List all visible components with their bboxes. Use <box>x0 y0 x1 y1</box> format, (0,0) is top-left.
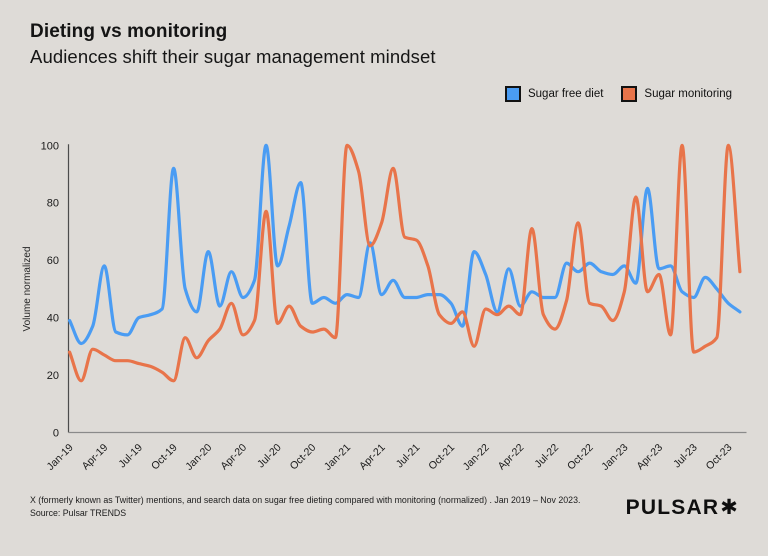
y-tick-label: 0 <box>53 428 59 440</box>
asterisk-icon: ✱ <box>720 496 739 519</box>
chart-caption: X (formerly known as Twitter) mentions, … <box>30 494 650 520</box>
x-tick-label: Oct-20 <box>288 442 319 473</box>
x-tick-label: Jan-21 <box>322 442 353 473</box>
legend-label: Sugar monitoring <box>644 88 732 100</box>
x-tick-label: Jul-23 <box>671 442 700 471</box>
x-tick-label: Oct-22 <box>565 442 596 473</box>
x-tick-label: Apr-20 <box>218 442 249 473</box>
legend-label: Sugar free diet <box>527 88 604 100</box>
x-tick-label: Apr-22 <box>496 442 527 473</box>
series-line-sugar-free-diet <box>68 143 742 346</box>
y-tick-label: 100 <box>41 140 59 152</box>
x-tick-label: Jan-23 <box>599 442 630 473</box>
x-tick-label: Apr-19 <box>80 442 111 473</box>
x-tick-label: Jan-19 <box>45 442 76 473</box>
x-tick-label: Jul-22 <box>532 442 561 471</box>
caption-line-1: X (formerly known as Twitter) mentions, … <box>30 495 581 505</box>
y-tick-label: 40 <box>47 313 59 325</box>
pulsar-logo: PULSAR✱ <box>626 495 739 520</box>
x-tick-label: Jan-20 <box>183 442 214 473</box>
y-tick-label: 80 <box>47 198 59 210</box>
x-tick-label: Jan-22 <box>461 442 492 473</box>
legend-swatch-orange-icon <box>621 86 638 102</box>
pulsar-logo-text: PULSAR <box>625 496 720 519</box>
y-axis-label: Volume normalized <box>22 246 33 331</box>
x-tick-label: Apr-23 <box>634 442 665 473</box>
legend-item-sugar-free-diet: Sugar free diet <box>504 86 604 102</box>
x-tick-label: Jul-21 <box>394 442 423 471</box>
y-tick-label: 60 <box>47 255 59 267</box>
legend-swatch-blue-icon <box>504 86 521 102</box>
series-line-sugar-monitoring <box>68 143 742 383</box>
x-tick-label: Oct-19 <box>149 442 180 473</box>
caption-line-2: Source: Pulsar TRENDS <box>30 508 127 518</box>
chart-legend: Sugar free diet Sugar monitoring <box>504 86 732 102</box>
x-tick-label: Jul-19 <box>116 442 145 471</box>
legend-item-sugar-monitoring: Sugar monitoring <box>621 86 732 102</box>
x-tick-label: Jul-20 <box>255 442 284 471</box>
x-tick-label: Oct-21 <box>426 442 457 473</box>
page-subtitle: Audiences shift their sugar management m… <box>30 46 436 67</box>
y-tick-label: 20 <box>47 370 59 382</box>
page-title: Dieting vs monitoring <box>30 21 228 42</box>
x-tick-label: Oct-23 <box>704 442 735 473</box>
x-tick-label: Apr-21 <box>357 442 388 473</box>
